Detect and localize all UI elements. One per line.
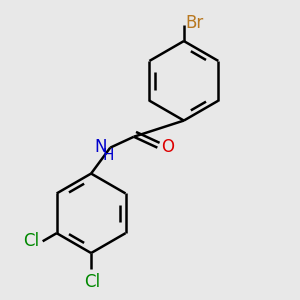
Text: Cl: Cl (24, 232, 40, 250)
Text: Br: Br (185, 14, 204, 32)
Text: O: O (161, 138, 174, 156)
Text: Cl: Cl (85, 273, 101, 291)
Text: H: H (103, 148, 114, 163)
Text: N: N (94, 138, 106, 156)
